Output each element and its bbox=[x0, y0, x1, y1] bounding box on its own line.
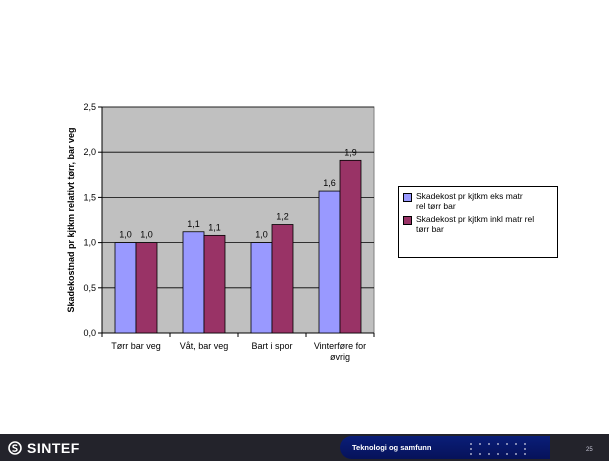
data-label: 1,1 bbox=[208, 222, 221, 232]
data-labels: 1,0 1,0 1,1 1,1 1,0 1,2 1,6 1,9 bbox=[119, 147, 357, 239]
data-label: 1,0 bbox=[255, 230, 268, 240]
y-tick-label: 2,0 bbox=[83, 147, 96, 157]
footer-department-text: Teknologi og samfunn bbox=[352, 443, 432, 452]
y-tick-label: 2,5 bbox=[83, 102, 96, 112]
x-tick-label: Våt, bar veg bbox=[180, 341, 229, 351]
legend-item: Skadekost pr kjtkm eks matr rel tørr bar bbox=[403, 191, 553, 211]
data-label: 1,2 bbox=[276, 212, 289, 222]
y-tick-label: 0,0 bbox=[83, 328, 96, 338]
sintef-logo: SINTEF bbox=[8, 440, 80, 456]
data-label: 1,1 bbox=[187, 219, 200, 229]
legend-label: Skadekost pr kjtkm inkl matr rel tørr bar bbox=[416, 214, 535, 234]
sintef-logo-icon bbox=[8, 441, 22, 455]
bar bbox=[250, 242, 273, 334]
x-axis-ticks: Tørr bar veg Våt, bar veg Bart i spor Vinte… bbox=[101, 333, 375, 362]
data-label: 1,0 bbox=[119, 230, 132, 240]
legend-swatch bbox=[403, 193, 412, 202]
data-label: 1,0 bbox=[140, 230, 153, 240]
legend-item: Skadekost pr kjtkm inkl matr rel tørr bar bbox=[403, 214, 553, 234]
bar bbox=[203, 234, 226, 334]
bar bbox=[182, 231, 205, 334]
bar-chart: 1,0 1,0 1,1 1,1 1,0 1,2 1,6 1,9 0,0 0,5 1,0 1,5 2,0… bbox=[66, 102, 375, 362]
y-axis-title: Skadekostnad pr kjtkm relativt tørr, bar… bbox=[66, 127, 76, 312]
data-label: 1,6 bbox=[323, 178, 336, 188]
y-tick-label: 0,5 bbox=[83, 283, 96, 293]
y-tick-label: 1,0 bbox=[83, 238, 96, 248]
y-axis-ticks: 0,0 0,5 1,0 1,5 2,0 2,5 bbox=[83, 102, 102, 338]
bars bbox=[114, 159, 362, 334]
x-tick-label: øvrig bbox=[330, 352, 350, 362]
bar bbox=[318, 190, 341, 334]
footer-band: SINTEF Teknologi og samfunn bbox=[0, 434, 609, 461]
footer-dot-pattern bbox=[470, 443, 526, 455]
bar bbox=[135, 242, 158, 334]
y-tick-label: 1,5 bbox=[83, 192, 96, 202]
footer-accent-pill bbox=[340, 436, 550, 459]
chart-legend: Skadekost pr kjtkm eks matr rel tørr bar S… bbox=[398, 186, 558, 258]
x-tick-label: Vinterføre for bbox=[314, 341, 366, 351]
legend-swatch bbox=[403, 216, 412, 225]
legend-label: Skadekost pr kjtkm eks matr rel tørr bar bbox=[416, 191, 523, 211]
bar bbox=[339, 159, 362, 334]
sintef-logo-text: SINTEF bbox=[27, 440, 80, 456]
bar bbox=[114, 242, 137, 334]
x-tick-label: Tørr bar veg bbox=[111, 341, 161, 351]
data-label: 1,9 bbox=[344, 147, 357, 157]
x-tick-label: Bart i spor bbox=[251, 341, 292, 351]
bar bbox=[271, 224, 294, 334]
page-number: 25 bbox=[586, 447, 593, 453]
